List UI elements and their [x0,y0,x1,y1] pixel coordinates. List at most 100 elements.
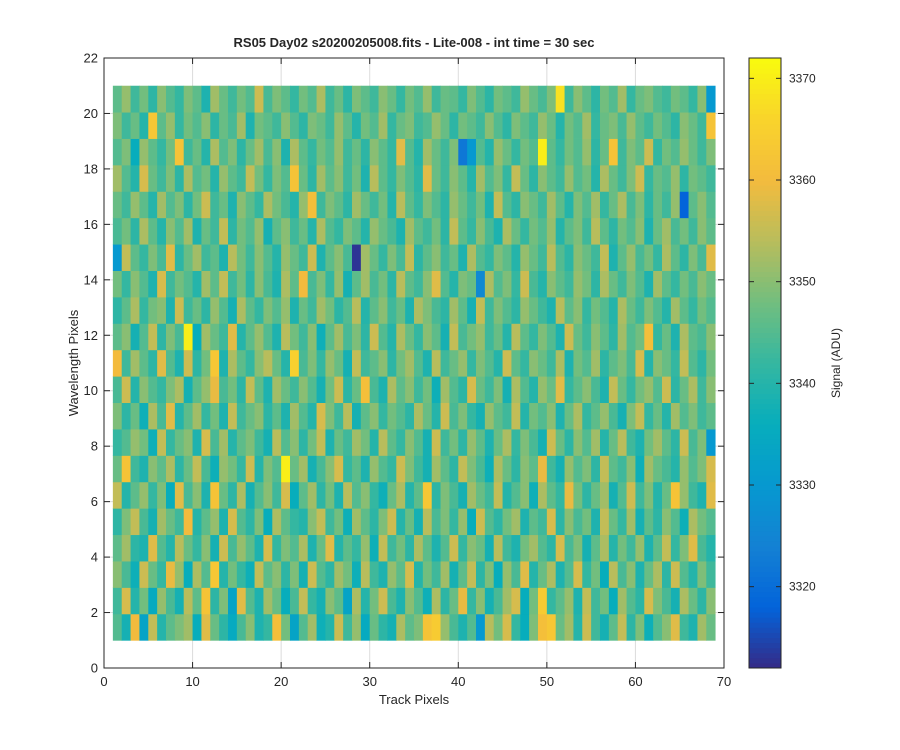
heatmap-cell [644,481,654,509]
heatmap-cell [422,164,433,192]
colorbar-segment [749,271,781,278]
heatmap-cell [440,613,450,641]
heatmap-cell [573,508,583,536]
heatmap-cell [449,376,459,404]
heatmap-cell [608,85,619,113]
heatmap-cell [679,270,689,298]
heatmap-cell [449,85,459,113]
heatmap-cell [697,455,707,483]
heatmap-cell [378,164,388,192]
heatmap-cell [617,429,627,456]
heatmap-cell [130,481,140,509]
heatmap-cell [706,429,716,456]
heatmap-cell [617,191,627,219]
heatmap-cell [653,561,663,588]
heatmap-cell [130,323,140,351]
heatmap-cell [582,85,592,113]
heatmap-cell [493,191,503,219]
heatmap-cell [139,402,149,430]
heatmap-cell [352,138,362,166]
heatmap-cell [493,508,503,536]
heatmap-cell [201,191,211,219]
heatmap-cell [352,112,362,139]
heatmap-cell [484,481,495,509]
heatmap-cell [626,138,636,166]
heatmap-cell [670,85,681,113]
heatmap-cell [254,217,264,245]
heatmap-cell [670,402,681,430]
heatmap-cell [219,613,229,641]
heatmap-cell [422,481,433,509]
heatmap-cell [564,323,574,351]
heatmap-cell [626,534,636,562]
heatmap-cell [263,455,273,483]
heatmap-cell [121,376,131,404]
colorbar-segment [749,434,781,440]
heatmap-cell [369,296,379,324]
heatmap-cell [538,587,548,615]
heatmap-cell [546,349,557,377]
heatmap-cell [272,164,282,192]
heatmap-cell [157,613,167,641]
heatmap-cell [219,402,229,430]
heatmap-cell [201,455,211,483]
heatmap-cell [546,323,557,351]
colorbar-segment [749,230,781,237]
y-tick-label: 8 [91,439,98,454]
colorbar-segment [749,200,781,206]
colorbar-segment [749,479,781,486]
heatmap-cell [476,429,486,456]
heatmap-cell [360,376,371,404]
heatmap-cell [414,112,424,139]
heatmap-cell [662,349,672,377]
heatmap-cell [343,138,353,166]
heatmap-cell [414,191,424,219]
heatmap-cell [502,323,512,351]
heatmap-cell [396,164,406,192]
heatmap-cell [174,112,185,139]
heatmap-cell [449,323,459,351]
heatmap-cell [440,164,450,192]
heatmap-cell [502,112,512,139]
heatmap-cell [538,296,548,324]
heatmap-cell [298,534,309,562]
colorbar-segment [749,459,781,466]
heatmap-cell [316,164,326,192]
heatmap-cell [697,613,707,641]
heatmap-cell [529,191,539,219]
heatmap-cell [201,217,211,245]
heatmap-cell [706,112,716,139]
colorbar-segment [749,637,781,644]
heatmap-cell [662,323,672,351]
heatmap-cell [121,138,131,166]
heatmap-cell [210,191,220,219]
heatmap-cell [343,296,353,324]
heatmap-cell [679,112,689,139]
heatmap-cell [662,429,672,456]
heatmap-cell [546,561,557,588]
heatmap-cell [210,296,220,324]
heatmap-cell [201,561,211,588]
heatmap-cell [201,296,211,324]
heatmap-cell [679,587,689,615]
heatmap-cell [112,296,123,324]
heatmap-cell [281,112,291,139]
heatmap-cell [520,534,530,562]
heatmap-cell [529,244,539,271]
heatmap-cell [263,508,273,536]
heatmap-cell [582,112,592,139]
heatmap-cell [298,402,309,430]
heatmap-cell [582,244,592,271]
colorbar-segment [749,561,781,567]
heatmap-cell [422,296,433,324]
colorbar-segment [749,302,781,308]
heatmap-cell [121,244,131,271]
heatmap-cell [192,455,202,483]
heatmap-cell [387,138,397,166]
y-tick-label: 20 [84,106,98,121]
heatmap-cell [529,349,539,377]
heatmap-cell [245,349,255,377]
heatmap-cell [183,244,193,271]
heatmap-cell [387,376,397,404]
heatmap-cell [653,429,663,456]
